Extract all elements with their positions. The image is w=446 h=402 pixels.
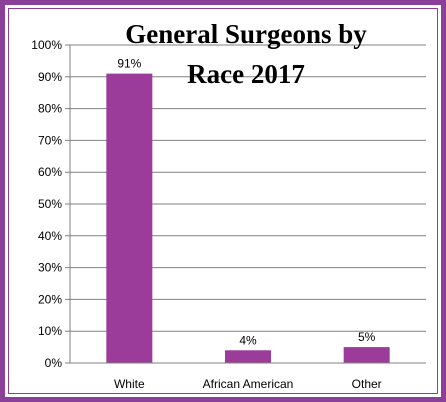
y-tick-label: 40% xyxy=(38,229,62,243)
x-tick-label: African American xyxy=(203,377,294,391)
y-tick-label: 0% xyxy=(45,356,63,370)
y-tick-label: 90% xyxy=(38,70,62,84)
bars xyxy=(106,73,390,364)
x-tick-label: White xyxy=(114,377,145,391)
y-tick-label: 50% xyxy=(38,197,62,211)
y-tick-label: 10% xyxy=(38,324,62,338)
y-tick-label: 30% xyxy=(38,261,62,275)
y-tick-label: 20% xyxy=(38,292,62,306)
data-label: 5% xyxy=(358,330,376,344)
x-tick-label: Other xyxy=(352,377,382,391)
chart-title-line-2: Race 2017 xyxy=(187,59,305,89)
y-tick-label: 60% xyxy=(38,165,62,179)
data-labels: 91% 4% 5% xyxy=(117,57,375,348)
y-tick-label: 100% xyxy=(31,38,62,52)
y-tick-label: 80% xyxy=(38,102,62,116)
x-axis-tick-labels: White African American Other xyxy=(114,377,382,391)
bar xyxy=(225,350,271,363)
y-axis-tick-labels: 0% 10% 20% 30% 40% 50% 60% 70% 80% 90% 100% xyxy=(31,38,62,370)
y-tick-label: 70% xyxy=(38,133,62,147)
bar xyxy=(106,73,153,364)
data-label: 91% xyxy=(117,57,141,71)
chart-inner-border xyxy=(8,8,438,394)
bar xyxy=(343,347,390,363)
chart-title-line-1: General Surgeons by xyxy=(125,19,367,49)
data-label: 4% xyxy=(239,333,257,347)
